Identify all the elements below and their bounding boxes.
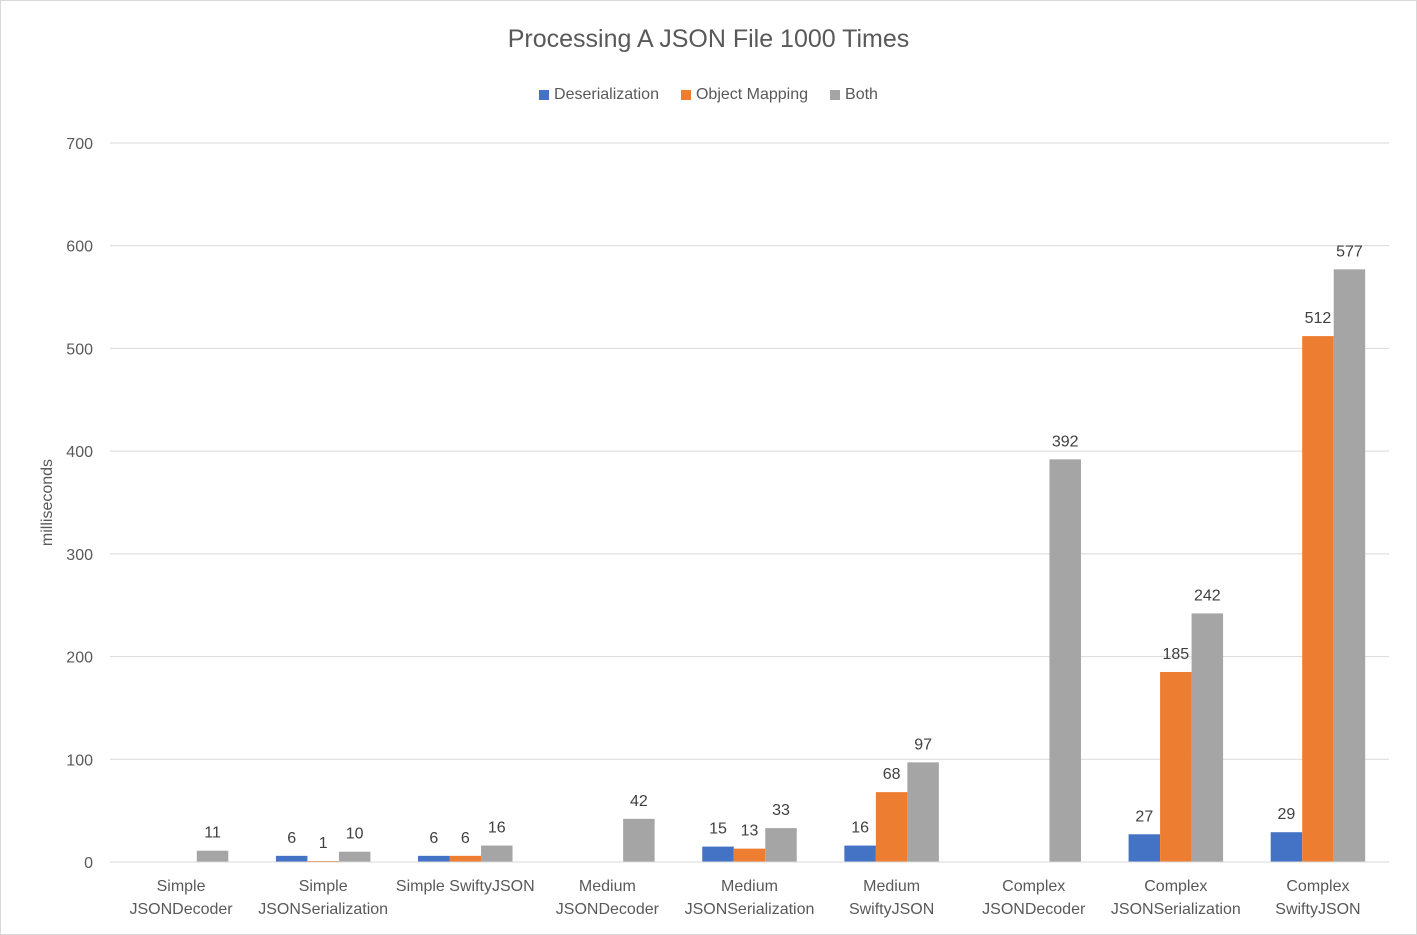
data-label: 10 bbox=[346, 826, 364, 843]
legend-swatch-deserialization bbox=[539, 90, 550, 100]
data-label: 6 bbox=[461, 830, 470, 847]
x-category-label: JSONSerialization bbox=[1111, 901, 1241, 918]
data-label: 13 bbox=[741, 823, 759, 840]
x-category-label: Medium bbox=[721, 878, 778, 895]
bar bbox=[418, 855, 450, 862]
bar bbox=[1128, 834, 1161, 862]
bar bbox=[765, 828, 797, 862]
x-category-label: Complex bbox=[1144, 878, 1207, 895]
data-label: 6 bbox=[287, 830, 296, 847]
x-category-label: Complex bbox=[1286, 878, 1349, 895]
bar bbox=[844, 845, 876, 862]
data-label: 512 bbox=[1305, 310, 1332, 327]
bar bbox=[1191, 613, 1224, 862]
data-label: 97 bbox=[914, 736, 932, 753]
data-label: 577 bbox=[1336, 243, 1363, 260]
legend-swatch-both bbox=[830, 90, 841, 100]
chart-title: Processing A JSON File 1000 Times bbox=[507, 25, 910, 53]
y-tick-label: 400 bbox=[66, 444, 93, 461]
bar bbox=[338, 851, 371, 862]
bar bbox=[1160, 671, 1192, 862]
legend-item-object-mapping: Object Mapping bbox=[680, 86, 809, 104]
bar bbox=[196, 850, 229, 862]
x-category-label: Medium bbox=[579, 878, 636, 895]
data-label: 42 bbox=[630, 793, 648, 810]
data-label: 242 bbox=[1194, 587, 1221, 604]
y-tick-label: 700 bbox=[66, 136, 93, 153]
data-label: 68 bbox=[883, 766, 901, 783]
x-category-label: JSONDecoder bbox=[982, 901, 1086, 918]
x-category-label: Complex bbox=[1002, 878, 1065, 895]
legend: Deserialization Object Mapping Both bbox=[0, 86, 1417, 104]
y-tick-label: 200 bbox=[66, 650, 93, 667]
bar bbox=[1302, 336, 1334, 862]
data-label: 16 bbox=[851, 820, 869, 837]
y-axis-title: milliseconds bbox=[39, 459, 56, 546]
y-tick-label: 500 bbox=[66, 341, 93, 358]
data-label: 11 bbox=[204, 825, 221, 842]
bar bbox=[481, 845, 513, 862]
legend-item-deserialization: Deserialization bbox=[539, 86, 659, 104]
bar bbox=[875, 792, 908, 862]
legend-item-both: Both bbox=[830, 86, 878, 104]
legend-swatch-object-mapping bbox=[680, 90, 691, 100]
x-category-label: JSONSerialization bbox=[685, 901, 815, 918]
x-category-label: Simple bbox=[299, 878, 348, 895]
data-label: 16 bbox=[488, 820, 506, 837]
data-label: 1 bbox=[319, 835, 328, 852]
bar bbox=[1333, 269, 1366, 862]
y-tick-label: 0 bbox=[84, 855, 93, 872]
x-category-label: SwiftyJSON bbox=[1275, 901, 1360, 918]
y-tick-label: 600 bbox=[66, 239, 93, 256]
legend-label-object-mapping: Object Mapping bbox=[695, 86, 809, 103]
legend-label-deserialization: Deserialization bbox=[554, 86, 659, 103]
data-label: 15 bbox=[709, 821, 727, 838]
bar bbox=[733, 848, 766, 862]
bar bbox=[449, 855, 482, 862]
bar bbox=[307, 860, 339, 862]
data-label: 27 bbox=[1135, 808, 1153, 825]
x-category-label: Medium bbox=[863, 878, 920, 895]
data-label: 33 bbox=[772, 802, 790, 819]
x-category-label: JSONDecoder bbox=[129, 901, 233, 918]
bar bbox=[1270, 832, 1303, 862]
bar bbox=[1049, 459, 1081, 862]
x-category-label: SwiftyJSON bbox=[849, 901, 934, 918]
x-category-label: JSONSerialization bbox=[258, 901, 388, 918]
bar bbox=[275, 855, 308, 862]
bar bbox=[623, 818, 655, 862]
bar bbox=[907, 762, 939, 862]
data-label: 185 bbox=[1162, 646, 1189, 663]
x-category-label: Simple bbox=[157, 878, 206, 895]
x-category-label: JSONDecoder bbox=[556, 901, 660, 918]
data-label: 392 bbox=[1052, 433, 1079, 450]
legend-label-both: Both bbox=[845, 86, 878, 103]
data-label: 6 bbox=[429, 830, 438, 847]
data-label: 29 bbox=[1278, 806, 1296, 823]
y-tick-label: 100 bbox=[66, 752, 93, 769]
x-category-label: Simple SwiftyJSON bbox=[396, 878, 535, 895]
bar bbox=[702, 846, 734, 862]
y-tick-label: 300 bbox=[66, 547, 93, 564]
